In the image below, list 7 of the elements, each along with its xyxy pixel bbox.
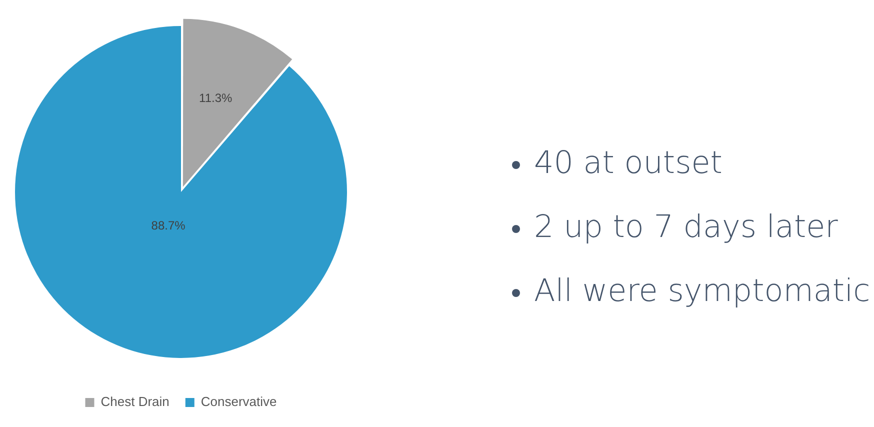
legend-label: Conservative	[200, 394, 277, 410]
data-label: 11.3%	[199, 90, 233, 105]
data-label: 88.7%	[151, 218, 186, 233]
text: 40 at outset	[534, 145, 722, 181]
text: All were symptomatic	[534, 273, 870, 309]
text: 2 up to 7 days later	[534, 209, 838, 245]
legend-label: Chest Drain	[100, 394, 170, 410]
